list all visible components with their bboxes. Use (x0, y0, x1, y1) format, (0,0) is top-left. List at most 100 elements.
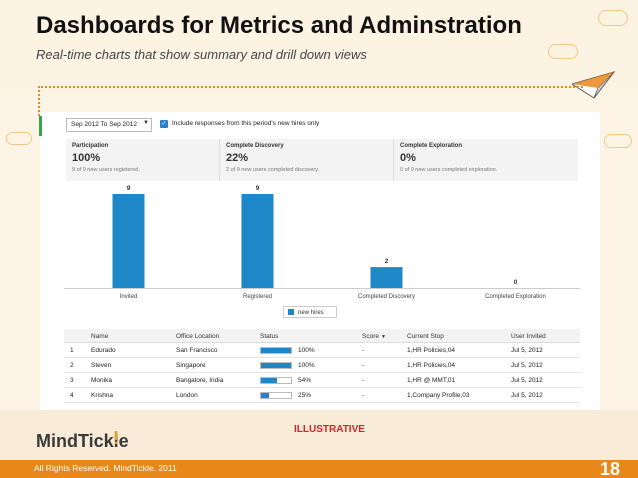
stat-complete-discovery: Complete Discovery 22% 2 of 9 new users … (220, 139, 394, 181)
cell-office: Bangalore, India (176, 377, 224, 384)
bar-invited[interactable] (112, 194, 145, 288)
x-tick-label: Registered (243, 294, 272, 300)
cell-user-invited: Jul 5, 2012 (511, 362, 543, 369)
bar-registered[interactable] (241, 194, 274, 288)
include-new-hires-checkbox[interactable]: ✓ (160, 120, 168, 128)
cell-status: 25% (298, 392, 312, 399)
table-header: Name Office Location Status Score ▼ Curr… (64, 329, 580, 343)
date-range-select[interactable]: Sep 2012 To Sep 2012 (66, 118, 152, 132)
cloud-decoration (598, 10, 628, 26)
table-body: 1 Edurado San Francisco 100% - 1,HR Policies,… (64, 343, 580, 403)
chevron-down-icon[interactable]: ▼ (143, 120, 149, 126)
cell-score: - (362, 377, 365, 384)
cloud-decoration (548, 44, 578, 59)
active-indicator (39, 116, 42, 136)
cell-num: 4 (70, 392, 74, 399)
header-band (0, 0, 638, 92)
cell-name: Edurado (91, 347, 116, 354)
stat-label: Complete Discovery (226, 143, 284, 149)
stat-label: Complete Exploration (400, 143, 463, 149)
logo-text: MindTickle (36, 431, 129, 451)
dotted-divider-vertical (38, 86, 40, 116)
cell-status: 100% (298, 362, 315, 369)
stat-complete-exploration: Complete Exploration 0% 0 of 9 new users… (394, 139, 578, 181)
users-table: Name Office Location Status Score ▼ Curr… (64, 329, 580, 403)
table-row[interactable]: 2 Steven Singapore 100% - 1,HR Policies,04 Jul… (64, 358, 580, 373)
cell-user-invited: Jul 5, 2012 (511, 392, 543, 399)
cell-num: 2 (70, 362, 74, 369)
chart-legend[interactable]: new hires (283, 306, 337, 318)
legend-swatch (288, 309, 294, 315)
cell-name: Steven (91, 362, 112, 369)
bar-data-label: 0 (514, 279, 518, 286)
slide-title: Dashboards for Metrics and Adminstration (36, 12, 522, 39)
stat-value: 100% (72, 152, 101, 164)
x-tick-label: Completed Discovery (358, 294, 415, 300)
col-header-office[interactable]: Office Location (176, 333, 220, 340)
cell-name: Monika (91, 377, 112, 384)
footer-bar (0, 460, 638, 478)
cell-user-invited: Jul 5, 2012 (511, 347, 543, 354)
status-progress-bar (260, 347, 292, 354)
paper-plane-icon (572, 71, 616, 99)
col-header-current-stop[interactable]: Current Stop (407, 333, 444, 340)
legend-label: new hires (298, 310, 324, 316)
stat-subtext: 9 of 9 new users registered. (72, 167, 140, 173)
stat-label: Participation (72, 143, 109, 149)
logo-exclamation-icon: ! (113, 428, 119, 448)
stat-value: 0% (400, 152, 416, 164)
dotted-divider (38, 86, 583, 88)
cloud-decoration (6, 132, 32, 145)
funnel-bar-chart: 9 Invited 9 Registered 2 Completed Discovery 0… (64, 185, 580, 300)
cell-score: - (362, 392, 365, 399)
bar-data-label: 9 (256, 185, 260, 192)
col-header-status[interactable]: Status (260, 333, 279, 340)
stat-participation: Participation 100% 9 of 9 new users regi… (66, 139, 220, 181)
cell-name: Krishna (91, 392, 114, 399)
bar-data-label: 9 (127, 185, 131, 192)
sort-arrow-icon[interactable]: ▼ (381, 334, 386, 340)
x-tick-label: Invited (120, 294, 138, 300)
col-header-user-invited[interactable]: User Invited (511, 333, 546, 340)
cell-status: 100% (298, 347, 315, 354)
status-progress-bar (260, 377, 292, 384)
illustrative-label: ILLUSTRATIVE (294, 424, 365, 435)
table-row[interactable]: 1 Edurado San Francisco 100% - 1,HR Policies,… (64, 343, 580, 358)
progress-fill (261, 363, 291, 368)
include-new-hires-label: Include responses from this period's new… (172, 120, 320, 127)
mindtickle-logo: MindTickle (36, 431, 129, 452)
progress-fill (261, 378, 278, 383)
cell-office: Singapore (176, 362, 206, 369)
stat-subtext: 0 of 9 new users completed exploration. (400, 167, 498, 173)
cloud-decoration (604, 134, 632, 148)
cell-office: London (176, 392, 198, 399)
progress-fill (261, 393, 269, 398)
progress-fill (261, 348, 291, 353)
cell-score: - (362, 362, 365, 369)
footer-band (0, 410, 638, 460)
cell-current-stop: 1,HR Policies,04 (407, 347, 456, 354)
table-row[interactable]: 4 Krishna London 25% - 1,Company Profile,03 Ju… (64, 388, 580, 403)
cell-num: 1 (70, 347, 74, 354)
status-progress-bar (260, 362, 292, 369)
stat-value: 22% (226, 152, 249, 164)
cell-status: 54% (298, 377, 312, 384)
cell-user-invited: Jul 5, 2012 (511, 377, 543, 384)
table-row[interactable]: 3 Monika Bangalore, India 54% - 1,HR @ MMT,01… (64, 373, 580, 388)
status-progress-bar (260, 392, 292, 399)
slide-subtitle: Real-time charts that show summary and d… (36, 47, 367, 62)
cell-score: - (362, 347, 365, 354)
cell-current-stop: 1,Company Profile,03 (407, 392, 470, 399)
cell-office: San Francisco (176, 347, 218, 354)
bar-completed-discovery[interactable] (370, 267, 403, 288)
col-header-score[interactable]: Score (362, 333, 379, 340)
x-tick-label: Completed Exploration (485, 294, 546, 300)
cell-num: 3 (70, 377, 74, 384)
stat-subtext: 2 of 9 new users completed discovery. (226, 167, 320, 173)
copyright-text: All Rights Reserved. MindTickle. 2011 (34, 463, 177, 473)
col-header-name[interactable]: Name (91, 333, 109, 340)
cell-current-stop: 1,HR Policies,04 (407, 362, 456, 369)
cell-current-stop: 1,HR @ MMT,01 (407, 377, 456, 384)
page-number: 18 (600, 459, 621, 478)
